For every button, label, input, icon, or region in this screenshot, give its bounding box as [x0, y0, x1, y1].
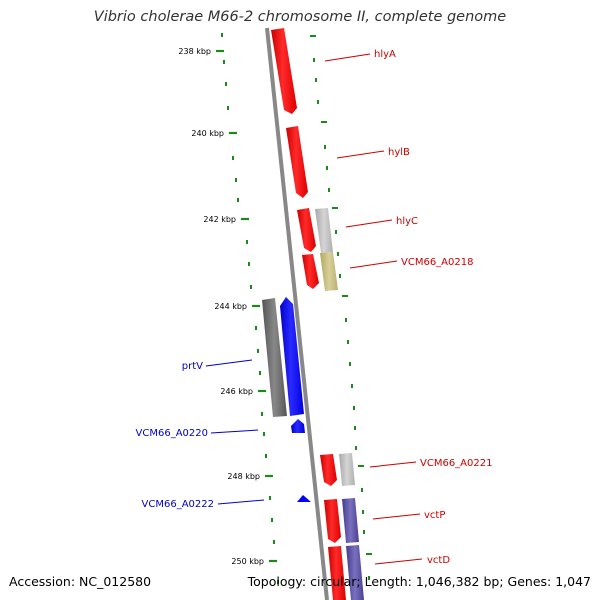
genome-summary-text: Topology: circular; Length: 1,046,382 bp…	[247, 574, 591, 589]
chromosome-backbone	[265, 27, 329, 600]
label-hlyA[interactable]: hlyA	[374, 49, 396, 60]
feature-prtV-darkgray	[262, 298, 287, 417]
feature-A0218-olive	[320, 252, 338, 291]
tick-label-240: 240 kbp	[191, 129, 224, 138]
map-title: Vibrio cholerae M66-2 chromosome II, com…	[93, 9, 507, 25]
label-prtV[interactable]: prtV	[182, 361, 203, 372]
major-ticks	[216, 49, 277, 563]
label-VCM66_A0218[interactable]: VCM66_A0218	[401, 257, 473, 268]
feature-vctD-purple	[346, 545, 364, 600]
tick-label-244: 244 kbp	[214, 302, 247, 311]
feature-A0221-gray	[339, 453, 355, 486]
gene-hlyA[interactable]	[271, 28, 297, 114]
inner-tick-ring	[221, 33, 279, 584]
gene-VCM66_A0222[interactable]	[297, 495, 311, 502]
label-leaders	[205, 53, 423, 565]
label-vctD[interactable]: vctD	[427, 555, 450, 566]
gene-VCM66_A0218[interactable]	[302, 254, 319, 289]
gene-prtV[interactable]	[280, 297, 304, 416]
gene-VCM66_A0220[interactable]	[291, 419, 305, 433]
tick-label-248: 248 kbp	[227, 472, 260, 481]
label-VCM66_A0220[interactable]: VCM66_A0220	[136, 428, 208, 439]
label-vctP[interactable]: vctP	[424, 510, 445, 521]
gene-vctP[interactable]	[324, 499, 341, 543]
label-VCM66_A0221[interactable]: VCM66_A0221	[420, 458, 492, 469]
feature-hlyC-gray	[315, 208, 333, 253]
gene-VCM66_A0221[interactable]	[320, 454, 337, 486]
tick-label-242: 242 kbp	[203, 215, 236, 224]
gene-hylB[interactable]	[286, 126, 308, 198]
feature-vctP-purple	[342, 498, 359, 543]
label-VCM66_A0222[interactable]: VCM66_A0222	[142, 499, 214, 510]
gene-vctD[interactable]	[328, 546, 346, 600]
tick-label-250: 250 kbp	[231, 557, 264, 566]
tick-label-246: 246 kbp	[220, 387, 253, 396]
outer-tick-ring	[310, 35, 372, 580]
gene-hlyC[interactable]	[297, 208, 316, 252]
label-hlyC[interactable]: hlyC	[396, 216, 418, 227]
label-hylB[interactable]: hylB	[388, 147, 410, 158]
tick-label-238: 238 kbp	[178, 47, 211, 56]
accession-text: Accession: NC_012580	[9, 574, 152, 589]
